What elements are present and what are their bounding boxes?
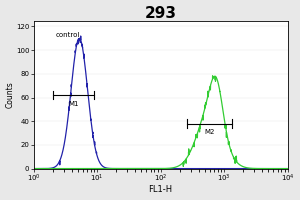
Y-axis label: Counts: Counts: [6, 81, 15, 108]
Text: control: control: [56, 32, 80, 38]
X-axis label: FL1-H: FL1-H: [148, 185, 172, 194]
Title: 293: 293: [145, 6, 177, 21]
Text: M1: M1: [68, 101, 79, 107]
Text: M2: M2: [204, 129, 214, 135]
